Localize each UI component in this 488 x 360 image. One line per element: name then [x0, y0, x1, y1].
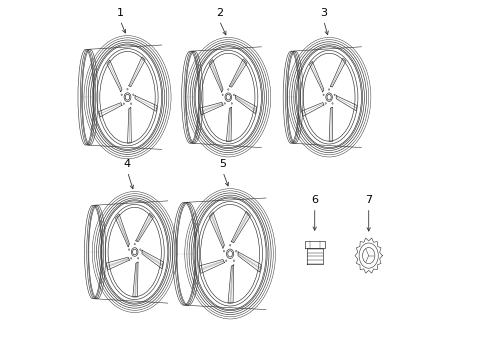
- Text: 5: 5: [219, 159, 226, 169]
- Text: 7: 7: [365, 195, 371, 205]
- Text: 4: 4: [123, 159, 131, 169]
- Text: 3: 3: [320, 8, 326, 18]
- Text: 2: 2: [215, 8, 223, 18]
- Text: 6: 6: [310, 195, 318, 205]
- Text: 1: 1: [117, 8, 123, 18]
